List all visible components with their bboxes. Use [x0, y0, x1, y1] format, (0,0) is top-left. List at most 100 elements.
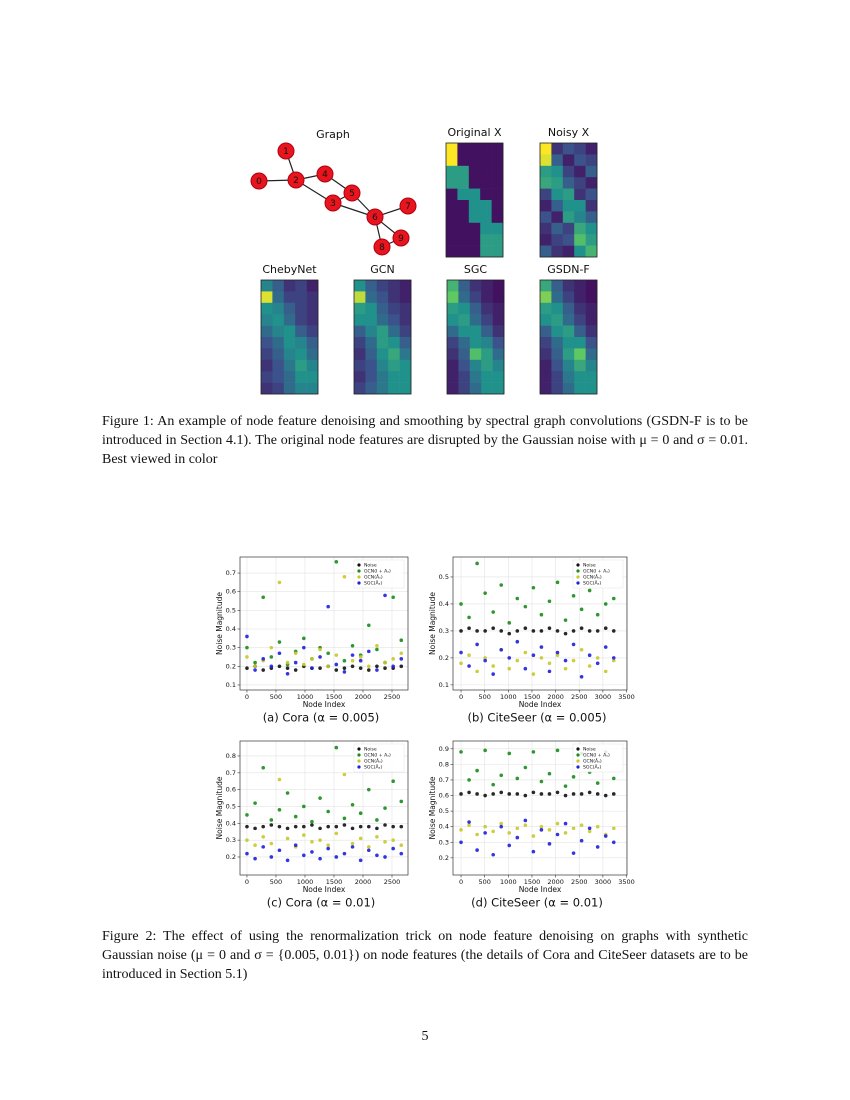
- heatmap-cell: [469, 280, 482, 292]
- scatter-point: [277, 664, 282, 669]
- scatter-point: [358, 655, 363, 659]
- heatmap-cell: [469, 382, 482, 395]
- y-tick-label: 0.5: [439, 807, 449, 815]
- heatmap-cell: [272, 371, 285, 383]
- heatmap-cell: [306, 291, 319, 304]
- heatmap-cell: [458, 348, 471, 361]
- x-tick-label: 1500: [524, 693, 541, 701]
- scatter-point: [491, 664, 495, 668]
- heatmap-cell: [551, 302, 564, 315]
- scatter-point: [459, 840, 463, 845]
- heatmap-cell: [272, 382, 285, 395]
- y-tick-label: 0.6: [226, 786, 236, 794]
- heatmap-frame: [445, 142, 504, 258]
- heatmap-cell: [574, 337, 586, 349]
- heatmap-cell: [295, 382, 307, 395]
- scatter-point: [334, 855, 339, 859]
- heatmap-cell: [585, 359, 598, 372]
- scatter-point: [253, 843, 257, 848]
- heatmap-cell: [354, 291, 366, 304]
- heatmap-cell: [551, 382, 564, 395]
- heatmap-cell: [457, 165, 470, 178]
- heatmap-cell: [399, 314, 412, 326]
- legend-swatch: [357, 575, 361, 579]
- heatmap-cell: [551, 143, 564, 155]
- scatter-point: [515, 658, 520, 663]
- x-tick-label: 500: [270, 878, 282, 886]
- scatter-point: [459, 661, 463, 666]
- scatter-point: [459, 650, 463, 655]
- scatter-point: [326, 604, 330, 609]
- heatmap-cell: [283, 302, 296, 315]
- heatmap-cell: [365, 302, 378, 315]
- scatter-point: [285, 826, 290, 831]
- scatter-point: [531, 750, 536, 754]
- scatter-point: [261, 845, 266, 849]
- heatmap-cell: [551, 359, 564, 372]
- heatmap-cell: [399, 359, 412, 372]
- legend-label: Noise: [364, 563, 377, 569]
- scatter-point: [459, 602, 463, 606]
- x-tick-label: 500: [478, 693, 490, 701]
- heatmap-cell: [295, 302, 307, 315]
- heatmap-cell: [492, 359, 505, 372]
- scatter-point: [383, 660, 387, 665]
- heatmap-cell: [283, 325, 296, 338]
- scatter-point: [318, 826, 322, 831]
- heatmap-cell: [492, 348, 505, 361]
- heatmap-cell: [272, 291, 285, 304]
- heatmap-cell: [399, 348, 412, 361]
- scatter-point: [375, 647, 379, 652]
- scatter-point: [483, 748, 487, 753]
- heatmap-cell: [540, 348, 552, 361]
- heatmap-cell: [295, 348, 307, 361]
- scatter-point: [555, 832, 560, 837]
- heatmap-cell: [306, 314, 319, 326]
- heatmap-cell: [458, 371, 471, 383]
- legend-swatch: [357, 759, 361, 763]
- x-tick-label: 1000: [297, 878, 314, 886]
- scatter-point: [358, 666, 363, 670]
- scatter-point: [547, 599, 552, 604]
- heatmap-cell: [540, 143, 552, 155]
- heatmap-cell: [272, 348, 285, 361]
- heatmap-cell: [480, 211, 492, 224]
- heatmap-cell: [562, 359, 575, 372]
- y-tick-label: 0.6: [226, 588, 236, 596]
- heatmap-cell: [468, 245, 481, 258]
- heatmap-cell: [551, 222, 564, 235]
- y-tick-label: 0.1: [439, 681, 449, 689]
- y-tick-label: 0.7: [439, 776, 449, 784]
- scatter-point: [318, 856, 322, 861]
- scatter-point: [326, 664, 330, 669]
- legend-label: Noise: [583, 747, 596, 753]
- scatter-point: [611, 792, 616, 796]
- heatmap-cell: [365, 337, 378, 349]
- legend-swatch: [576, 569, 580, 573]
- heatmap-cell: [585, 222, 598, 235]
- heatmap-cell: [388, 382, 400, 395]
- legend-box: [353, 743, 405, 773]
- scatter-point: [499, 821, 504, 826]
- legend-swatch: [576, 563, 580, 567]
- heatmap-cell: [585, 291, 598, 304]
- heatmap-cell: [447, 302, 459, 315]
- scatter-point: [491, 626, 495, 631]
- scatter-point: [366, 649, 371, 654]
- heatmap-cell: [562, 234, 575, 246]
- heatmap-cell: [574, 280, 586, 292]
- scatter-point: [358, 811, 363, 816]
- heatmap-cell: [283, 314, 296, 326]
- scatter-point: [318, 655, 322, 659]
- heatmap-cell: [354, 382, 366, 395]
- y-tick-label: 0.6: [439, 792, 449, 800]
- heatmap-cell: [365, 280, 378, 292]
- scatter-point: [277, 808, 282, 812]
- heatmap-cell: [551, 314, 564, 326]
- x-tick-label: 500: [270, 693, 282, 701]
- scatter-point: [515, 776, 520, 781]
- scatter-point: [523, 765, 528, 770]
- scatter-point: [483, 591, 487, 595]
- heatmap-cell: [376, 314, 389, 326]
- scatter-point: [531, 672, 536, 676]
